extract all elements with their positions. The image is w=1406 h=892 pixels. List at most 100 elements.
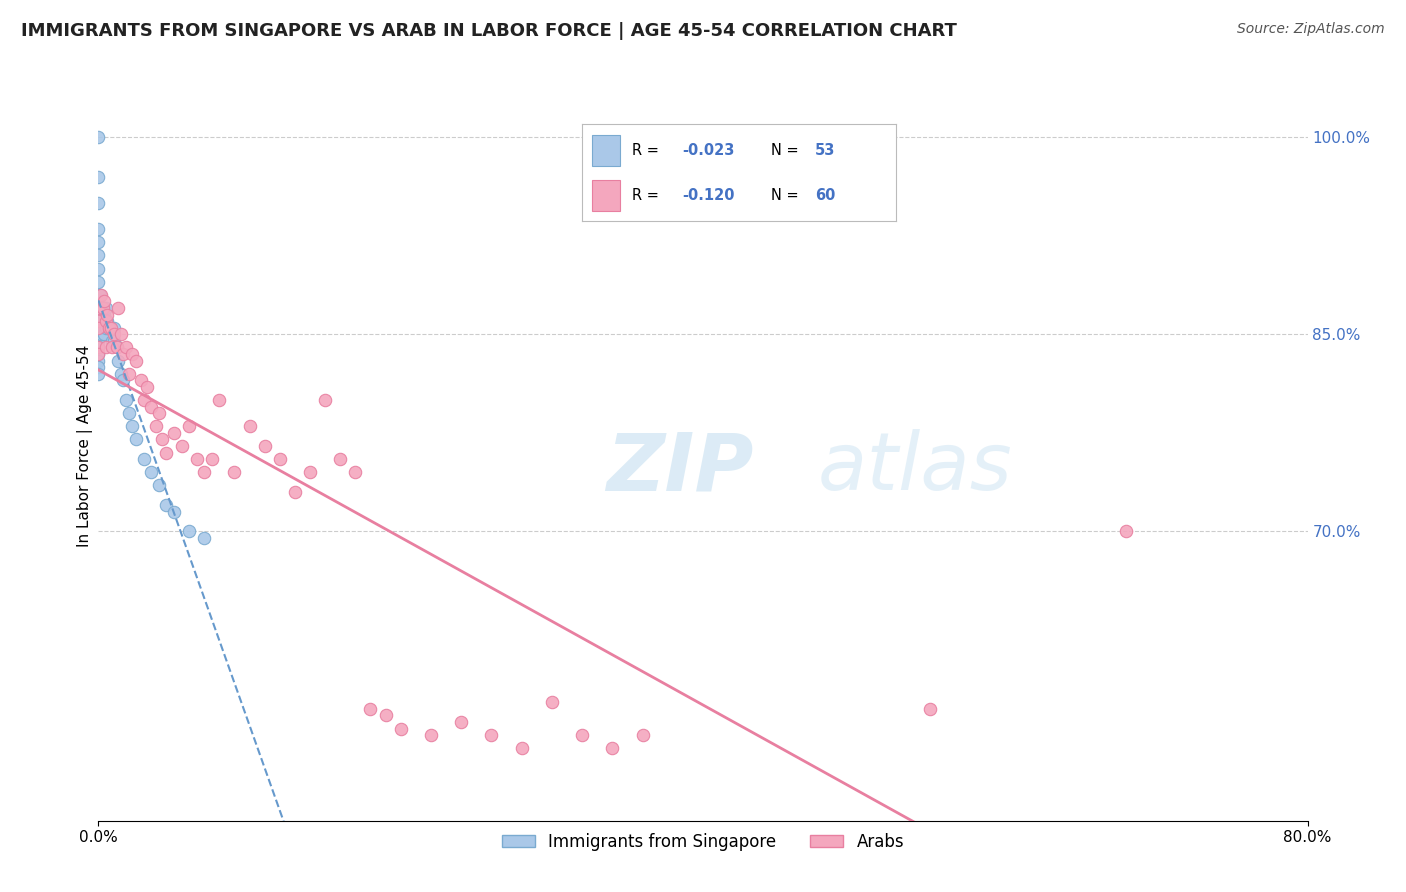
Point: [87, 340, 110, 354]
Point: [141, 400, 163, 414]
Point: [90, 314, 112, 328]
Point: [94, 340, 117, 354]
Point: [103, 327, 125, 342]
Text: IMMIGRANTS FROM SINGAPORE VS ARAB IN LABOR FORCE | AGE 45-54 CORRELATION CHART: IMMIGRANTS FROM SINGAPORE VS ARAB IN LAB…: [21, 22, 957, 40]
Point: [141, 465, 163, 479]
Point: [111, 373, 134, 387]
Point: [360, 702, 382, 716]
Point: [118, 406, 141, 420]
Point: [98, 320, 121, 334]
Point: [107, 301, 129, 315]
Point: [201, 452, 224, 467]
Legend: Immigrants from Singapore, Arabs: Immigrants from Singapore, Arabs: [495, 826, 911, 857]
Point: [155, 445, 177, 459]
Point: [186, 452, 208, 467]
Point: [135, 380, 157, 394]
Point: [253, 439, 276, 453]
Point: [101, 340, 124, 354]
Point: [481, 728, 503, 742]
Point: [179, 419, 201, 434]
Point: [121, 419, 143, 434]
Point: [87, 261, 110, 276]
Point: [163, 425, 186, 440]
Point: [1115, 524, 1137, 539]
Point: [105, 340, 128, 354]
Point: [148, 478, 170, 492]
Point: [87, 367, 110, 381]
Point: [89, 288, 111, 302]
Point: [89, 308, 111, 322]
Point: [87, 222, 110, 236]
Point: [105, 340, 128, 354]
Point: [87, 334, 110, 348]
Point: [93, 294, 115, 309]
Point: [103, 334, 125, 348]
Point: [179, 524, 201, 539]
Point: [118, 367, 141, 381]
Point: [510, 741, 533, 756]
Point: [170, 439, 193, 453]
Point: [87, 314, 110, 328]
Point: [420, 728, 443, 742]
Point: [374, 708, 396, 723]
Point: [344, 465, 367, 479]
Point: [114, 392, 136, 407]
Point: [145, 419, 167, 434]
Point: [121, 347, 143, 361]
Point: [94, 314, 117, 328]
Point: [132, 392, 155, 407]
Point: [87, 169, 110, 184]
Point: [90, 301, 112, 315]
Point: [87, 327, 110, 342]
Point: [329, 452, 352, 467]
Point: [87, 130, 110, 145]
Text: Source: ZipAtlas.com: Source: ZipAtlas.com: [1237, 22, 1385, 37]
Point: [90, 327, 112, 342]
Text: ZIP: ZIP: [606, 429, 754, 508]
Point: [111, 347, 134, 361]
Point: [389, 722, 412, 736]
Point: [114, 340, 136, 354]
Point: [87, 347, 110, 361]
Point: [540, 695, 562, 709]
Point: [87, 347, 110, 361]
Point: [193, 465, 215, 479]
Point: [96, 308, 118, 322]
Point: [110, 327, 132, 342]
Point: [87, 314, 110, 328]
Point: [103, 320, 125, 334]
Point: [100, 320, 122, 334]
Point: [314, 392, 336, 407]
Point: [87, 320, 110, 334]
Point: [87, 301, 110, 315]
Point: [132, 452, 155, 467]
Point: [571, 728, 593, 742]
Point: [91, 320, 114, 334]
Point: [87, 301, 110, 315]
Point: [90, 288, 112, 302]
Point: [193, 531, 215, 545]
Point: [87, 340, 110, 354]
Text: atlas: atlas: [818, 429, 1012, 508]
Point: [87, 320, 110, 334]
Point: [93, 327, 115, 342]
Point: [98, 320, 121, 334]
Point: [100, 320, 122, 334]
Point: [224, 465, 246, 479]
Point: [101, 334, 124, 348]
Point: [239, 419, 262, 434]
Point: [125, 353, 148, 368]
Point: [299, 465, 322, 479]
Point: [87, 288, 110, 302]
Point: [148, 406, 170, 420]
Point: [87, 235, 110, 250]
Point: [87, 248, 110, 262]
Point: [96, 314, 118, 328]
Point: [110, 367, 132, 381]
Point: [602, 741, 624, 756]
Point: [129, 373, 152, 387]
Point: [93, 308, 115, 322]
Point: [631, 728, 654, 742]
Point: [208, 392, 231, 407]
Point: [91, 301, 114, 315]
